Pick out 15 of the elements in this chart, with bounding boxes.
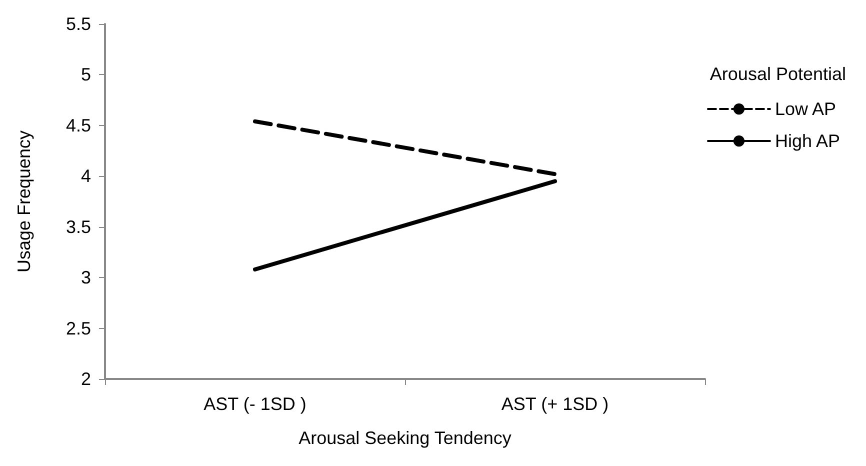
y-axis-title: Usage Frequency xyxy=(14,130,34,273)
y-tick-label: 4.5 xyxy=(66,115,91,136)
y-tick-label: 5.5 xyxy=(66,14,91,34)
x-tick-label: AST (+ 1SD ) xyxy=(501,394,609,414)
y-tick-label: 3.5 xyxy=(66,216,91,237)
x-axis-title: Arousal Seeking Tendency xyxy=(298,428,512,448)
y-tick-label: 2.5 xyxy=(66,318,91,338)
y-tick-label: 4 xyxy=(80,166,91,186)
y-tick-label: 5 xyxy=(80,64,91,85)
legend-title: Arousal Potential xyxy=(710,64,846,84)
x-tick-label: AST (- 1SD ) xyxy=(204,394,306,414)
legend-label: High AP xyxy=(774,131,840,151)
legend-label: Low AP xyxy=(774,99,836,119)
y-tick-label: 3 xyxy=(80,268,91,288)
y-tick-label: 2 xyxy=(80,369,91,389)
